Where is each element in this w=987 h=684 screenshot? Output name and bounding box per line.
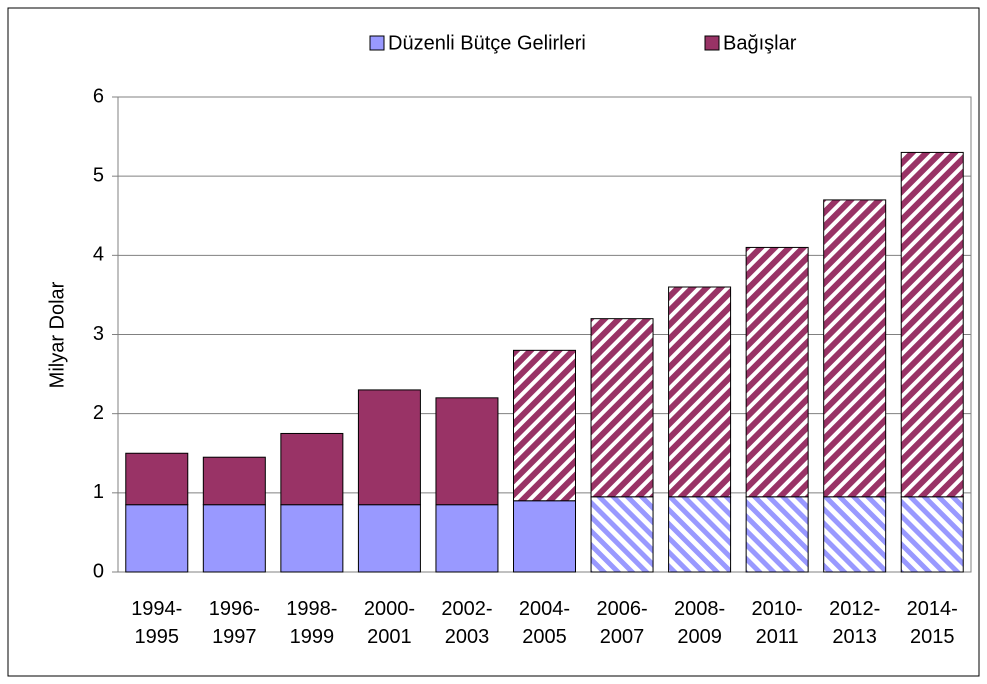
y-tick-label: 6	[93, 85, 104, 107]
y-tick-label: 0	[93, 560, 104, 582]
bar-segment	[357, 504, 421, 573]
bar-segment	[745, 496, 809, 573]
bar-segment	[590, 496, 654, 573]
legend-label: Bağışlar	[723, 32, 797, 54]
x-tick-label: 1994-1995	[131, 598, 182, 648]
y-axis-label: Milyar Dolar	[46, 281, 68, 388]
y-tick-label: 5	[93, 164, 104, 186]
bar-segment	[280, 504, 344, 573]
y-tick-label: 4	[93, 244, 104, 266]
bar-segment	[202, 456, 266, 506]
x-tick-label: 2008-2009	[674, 598, 725, 648]
bar-segment	[357, 389, 421, 506]
y-tick-label: 1	[93, 481, 104, 503]
bar-segment	[202, 504, 266, 573]
y-tick-label: 3	[93, 323, 104, 345]
bar-segment	[668, 496, 732, 573]
bar-segment	[125, 452, 189, 506]
legend-label: Düzenli Bütçe Gelirleri	[388, 32, 586, 54]
legend-swatch	[369, 35, 385, 51]
x-tick-label: 2000-2001	[364, 598, 415, 648]
legend-swatch	[704, 35, 720, 51]
bar-segment	[435, 504, 499, 573]
x-tick-label: 2002-2003	[441, 598, 492, 648]
x-tick-label: 2004-2005	[519, 598, 570, 648]
bar-segment	[668, 286, 732, 498]
bar-segment	[125, 504, 189, 573]
bar-segment	[513, 500, 576, 573]
bar-segment	[900, 151, 964, 498]
bar-segment	[823, 199, 887, 498]
bar-segment	[823, 496, 887, 573]
x-tick-label: 2012-2013	[829, 598, 880, 648]
bar-segment	[435, 397, 499, 506]
y-tick-label: 2	[93, 402, 104, 424]
bar-segment	[900, 496, 964, 573]
bar-segment	[745, 246, 809, 498]
bar-segment	[280, 432, 344, 506]
x-tick-label: 2006-2007	[596, 598, 647, 648]
x-tick-label: 2010-2011	[752, 598, 803, 648]
x-tick-label: 2014-2015	[907, 598, 958, 648]
bar-segment	[590, 318, 654, 498]
bar-segment	[513, 349, 576, 502]
x-tick-label: 1996-1997	[209, 598, 260, 648]
x-tick-label: 1998-1999	[286, 598, 337, 648]
